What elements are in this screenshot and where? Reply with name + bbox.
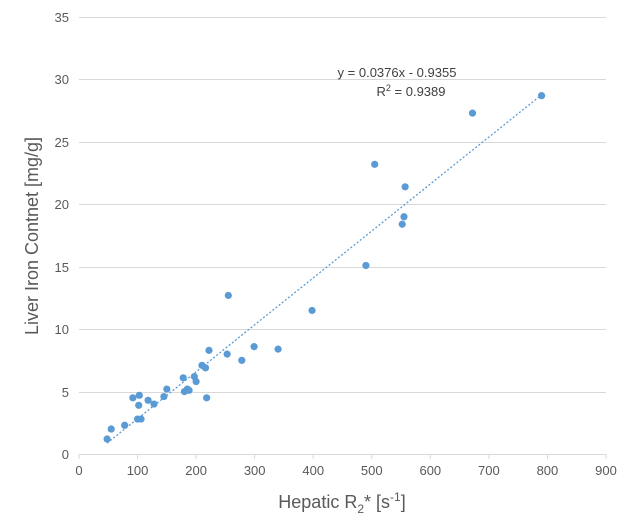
x-tick-label: 200	[185, 463, 207, 478]
data-point	[144, 396, 152, 404]
r2-superscript: 2	[386, 83, 391, 93]
data-point	[400, 213, 408, 221]
data-point	[274, 345, 282, 353]
y-axis-title: Liver Iron Contnet [mg/g]	[22, 137, 42, 335]
data-point	[179, 374, 187, 382]
y-tick-label: 25	[55, 135, 69, 150]
data-point	[129, 394, 137, 402]
y-tick-labels: 0 5 10 15 20 25 30 35	[55, 10, 69, 462]
y-tick-label: 15	[55, 260, 69, 275]
x-axis-title-main: Hepatic R	[278, 492, 357, 512]
data-point	[371, 160, 379, 168]
x-tick-label: 100	[127, 463, 149, 478]
x-tick-label: 900	[595, 463, 617, 478]
x-tick-label: 300	[244, 463, 266, 478]
data-point	[205, 346, 213, 354]
data-point	[308, 306, 316, 315]
data-point	[160, 392, 168, 401]
data-point	[163, 385, 171, 393]
trendline-layer	[106, 94, 542, 444]
data-point	[468, 109, 477, 117]
x-tick-label: 700	[478, 463, 500, 478]
y-tick-label: 30	[55, 72, 69, 87]
x-axis-title-unit: * [s	[364, 492, 390, 512]
x-tick-labels: 0 100 200 300 400 500 600 700 800 900	[75, 463, 616, 478]
data-point	[201, 364, 210, 372]
trendline-equation: y = 0.0376x - 0.9355	[338, 65, 457, 80]
x-tick-label: 500	[361, 463, 383, 478]
data-point	[150, 400, 158, 408]
data-point	[250, 343, 258, 351]
data-point	[401, 183, 409, 191]
data-point	[185, 386, 193, 394]
data-point	[135, 401, 143, 409]
trendline	[106, 94, 542, 444]
y-tick-label: 10	[55, 322, 69, 337]
data-point	[223, 350, 231, 358]
x-tick-label: 0	[75, 463, 82, 478]
y-tick-label: 35	[55, 10, 69, 25]
y-tick-label: 0	[62, 447, 69, 462]
data-point	[238, 356, 246, 364]
data-point	[224, 291, 232, 300]
x-tick-label: 600	[419, 463, 441, 478]
data-point	[107, 425, 115, 433]
data-point	[203, 394, 211, 402]
data-point	[103, 435, 111, 443]
x-tick-label: 400	[302, 463, 324, 478]
data-point	[135, 391, 143, 399]
trendline-r-squared: R2 = 0.9389	[377, 83, 446, 99]
x-axis-title-subscript: 2	[357, 502, 364, 516]
data-point	[398, 220, 406, 228]
data-point	[362, 261, 370, 270]
x-axis-title-bracket: ]	[401, 492, 406, 512]
r2-symbol: R	[377, 84, 386, 99]
gridlines	[78, 17, 607, 459]
x-tick-label: 800	[537, 463, 559, 478]
data-points	[103, 92, 546, 443]
data-point	[137, 415, 145, 423]
x-axis-title-superscript: -1	[390, 490, 401, 504]
r2-value: = 0.9389	[391, 84, 446, 99]
data-point	[192, 377, 200, 386]
x-axis-title: Hepatic R2* [s-1]	[278, 490, 405, 516]
data-point	[537, 92, 546, 100]
y-tick-label: 20	[55, 197, 69, 212]
y-tick-label: 5	[62, 385, 69, 400]
data-point	[121, 421, 129, 429]
